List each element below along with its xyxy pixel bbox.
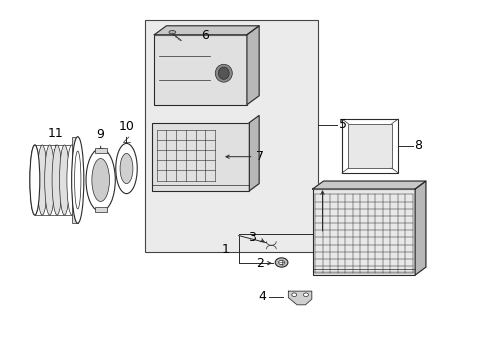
Polygon shape <box>246 26 259 105</box>
Circle shape <box>278 260 284 265</box>
Text: 1: 1 <box>222 243 229 256</box>
Text: 3: 3 <box>247 231 255 244</box>
Ellipse shape <box>67 145 77 215</box>
Text: 5: 5 <box>338 118 346 131</box>
Bar <box>95 207 106 212</box>
Polygon shape <box>414 181 425 275</box>
Ellipse shape <box>60 145 69 215</box>
Text: 2: 2 <box>256 257 264 270</box>
Ellipse shape <box>215 64 232 82</box>
Polygon shape <box>154 26 259 35</box>
Ellipse shape <box>218 67 229 79</box>
Ellipse shape <box>30 145 40 215</box>
Bar <box>144 21 317 252</box>
Circle shape <box>275 258 287 267</box>
Bar <box>347 124 391 168</box>
Polygon shape <box>249 116 259 191</box>
Ellipse shape <box>168 31 175 34</box>
Text: 4: 4 <box>258 290 266 303</box>
Polygon shape <box>312 181 425 189</box>
Text: 7: 7 <box>256 150 264 163</box>
Text: 10: 10 <box>118 120 134 133</box>
Text: 8: 8 <box>413 139 421 152</box>
Bar <box>341 119 397 173</box>
Bar <box>152 123 249 191</box>
Ellipse shape <box>37 145 47 215</box>
Ellipse shape <box>92 158 109 202</box>
Polygon shape <box>288 291 311 305</box>
Bar <box>72 137 78 223</box>
Ellipse shape <box>30 145 40 215</box>
Ellipse shape <box>120 153 133 184</box>
Text: 9: 9 <box>97 128 104 141</box>
Ellipse shape <box>52 145 62 215</box>
Ellipse shape <box>44 145 55 215</box>
Ellipse shape <box>116 143 137 194</box>
Bar <box>95 148 106 153</box>
Circle shape <box>291 293 296 297</box>
Ellipse shape <box>72 137 83 223</box>
Text: 6: 6 <box>201 29 209 42</box>
Bar <box>312 189 414 275</box>
Ellipse shape <box>86 148 115 212</box>
Circle shape <box>303 293 308 297</box>
Text: 11: 11 <box>48 127 63 140</box>
Bar <box>154 35 246 105</box>
